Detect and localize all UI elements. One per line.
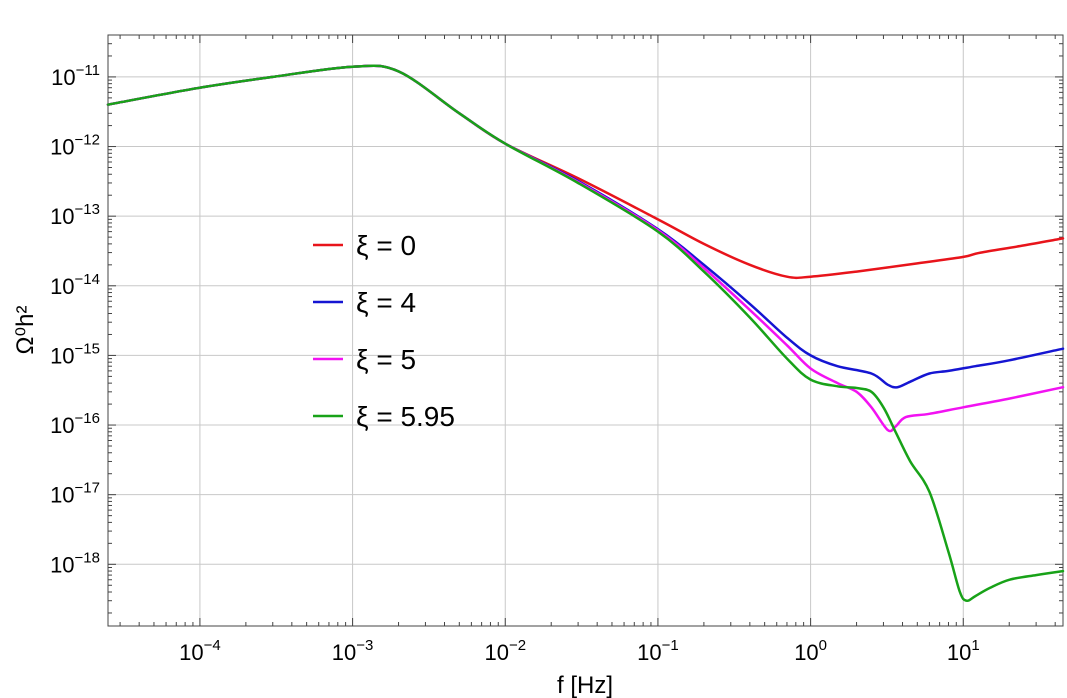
x-tick-base: 10	[637, 640, 661, 665]
y-tick-base: 10	[50, 552, 74, 577]
y-tick-base: 10	[50, 413, 74, 438]
y-tick-base: 10	[50, 204, 74, 229]
series-line	[106, 64, 1065, 280]
y-tick-exponent: −17	[75, 480, 100, 497]
x-tick-label: 10−4	[179, 637, 221, 665]
y-tick-label: 10−18	[50, 549, 100, 577]
legend-label: ξ = 0	[356, 230, 416, 261]
x-tick-base: 10	[947, 640, 971, 665]
y-tick-base: 10	[50, 343, 74, 368]
x-tick-base: 10	[794, 640, 818, 665]
y-tick-label: 10−16	[50, 410, 100, 438]
legend-label: ξ = 4	[356, 287, 416, 318]
x-tick-label: 10−3	[332, 637, 374, 665]
x-tick-label: 10−1	[637, 637, 679, 665]
y-tick-label: 10−15	[50, 340, 100, 368]
legend-label: ξ = 5	[356, 344, 416, 375]
x-tick-exponent: 1	[971, 637, 979, 654]
axis-ticks: 10−4 10−3 10−2 10−1 100 10110−1110−1210−1310−…	[50, 34, 1063, 665]
y-tick-label: 10−14	[50, 271, 100, 299]
y-tick-exponent: −14	[75, 271, 100, 288]
x-tick-label: 101	[947, 637, 980, 665]
plot-frame	[107, 34, 1064, 627]
y-tick-exponent: −18	[75, 549, 100, 566]
x-tick-exponent: −2	[509, 637, 526, 654]
x-tick-base: 10	[484, 640, 508, 665]
y-tick-exponent: −13	[75, 201, 100, 218]
x-tick-label: 100	[794, 637, 827, 665]
series-lines	[106, 64, 1065, 603]
x-axis-title: f [Hz]	[557, 672, 613, 698]
y-axis-title: Ω⁰h²	[12, 306, 39, 355]
y-tick-exponent: −16	[75, 410, 100, 427]
y-tick-base: 10	[50, 135, 74, 160]
x-tick-exponent: −1	[662, 637, 679, 654]
series-line	[106, 64, 1065, 603]
x-tick-exponent: −3	[356, 637, 373, 654]
legend: ξ = 0 ξ = 4 ξ = 5 ξ = 5.95	[313, 230, 455, 432]
y-tick-label: 10−13	[50, 201, 100, 229]
y-tick-exponent: −15	[75, 340, 100, 357]
y-tick-label: 10−11	[51, 62, 100, 90]
legend-label: ξ = 5.95	[356, 401, 455, 432]
y-tick-exponent: −12	[75, 132, 100, 149]
grid	[108, 35, 1063, 626]
y-tick-exponent: −11	[76, 62, 100, 79]
y-tick-base: 10	[50, 274, 74, 299]
y-tick-label: 10−12	[50, 132, 100, 160]
x-tick-base: 10	[179, 640, 203, 665]
y-tick-base: 10	[51, 65, 75, 90]
x-tick-label: 10−2	[484, 637, 526, 665]
y-tick-label: 10−17	[50, 480, 100, 508]
x-tick-exponent: 0	[819, 637, 827, 654]
x-tick-exponent: −4	[204, 637, 221, 654]
y-tick-base: 10	[50, 483, 74, 508]
x-tick-base: 10	[332, 640, 356, 665]
series-line	[106, 64, 1065, 389]
